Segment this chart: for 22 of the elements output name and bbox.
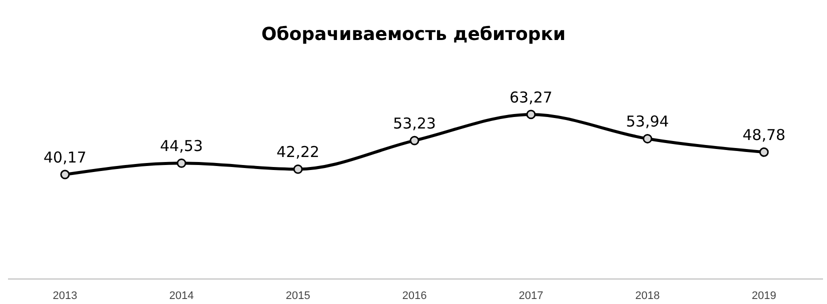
point	[60, 170, 70, 180]
x-tick-label: 2018	[635, 290, 660, 302]
point	[410, 136, 420, 146]
chart-title: Оборачиваемость дебиторки	[261, 24, 566, 45]
point	[176, 158, 186, 168]
data-label: 48,78	[742, 126, 786, 144]
point	[526, 110, 536, 120]
x-tick-label: 2019	[752, 290, 776, 302]
x-tick-label: 2016	[402, 290, 427, 302]
data-label: 42,22	[276, 143, 320, 162]
data-label: 40,17	[44, 148, 86, 167]
x-tick-label: 2017	[518, 290, 544, 302]
data-label: 53,23	[393, 114, 436, 133]
x-tick-label: 2013	[52, 290, 78, 302]
x-tick-label: 2015	[286, 290, 310, 302]
point	[759, 147, 769, 157]
x-tick-label: 2014	[169, 290, 194, 302]
data-label: 44,53	[160, 137, 203, 156]
point	[293, 164, 303, 174]
data-label: 63,27	[510, 88, 552, 106]
data-label: 53,94	[626, 112, 669, 131]
point	[642, 134, 652, 144]
